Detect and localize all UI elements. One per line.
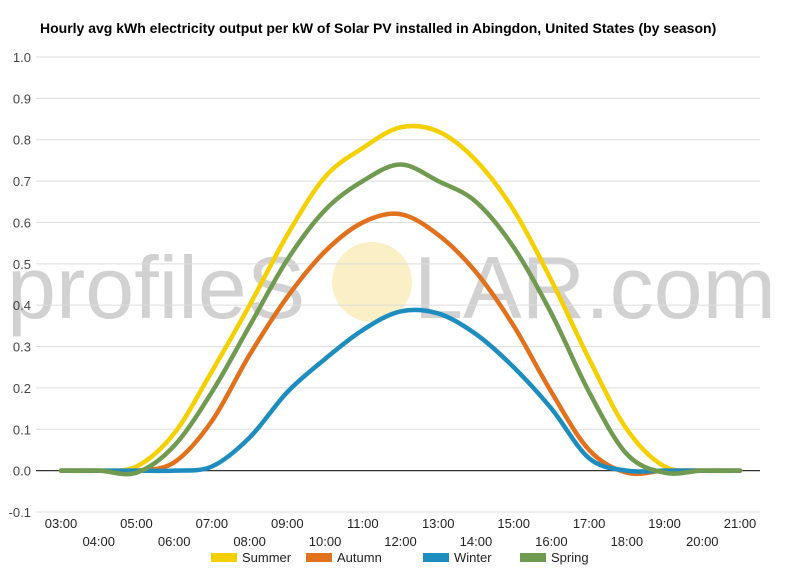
x-tick-label: 21:00: [724, 516, 757, 531]
legend-label-spring: Spring: [551, 550, 589, 565]
y-tick-label: 0.1: [13, 422, 31, 437]
x-tick-label: 08:00: [233, 534, 266, 549]
x-tick-label: 12:00: [384, 534, 417, 549]
watermark-text-right: LAR.com: [414, 238, 776, 337]
grid-layer: [36, 56, 760, 513]
y-tick-label: 0.9: [13, 91, 31, 106]
watermark-sun-icon: [332, 242, 412, 322]
x-tick-label: 03:00: [45, 516, 78, 531]
x-tick-label: 20:00: [686, 534, 719, 549]
y-tick-label: -0.1: [9, 505, 31, 520]
watermark: profileS LAR.com: [7, 238, 776, 337]
y-axis-ticks: -0.1 0.0 0.1 0.2 0.3 0.4 0.5 0.6 0.7 0.8 0.9 1.0: [9, 50, 31, 520]
x-axis-ticks: 03:00 04:00 05:00 06:00 07:00 08:00 09:00 10:00…: [45, 516, 757, 549]
y-tick-label: 0.6: [13, 215, 31, 230]
chart-title: Hourly avg kWh electricity output per kW…: [40, 20, 716, 36]
legend-swatch-autumn: [306, 553, 332, 562]
legend-label-winter: Winter: [454, 550, 492, 565]
x-tick-label: 19:00: [648, 516, 681, 531]
y-tick-label: 0.3: [13, 340, 31, 355]
x-tick-label: 14:00: [460, 534, 493, 549]
x-tick-label: 16:00: [535, 534, 568, 549]
legend: Summer Autumn Winter Spring: [211, 550, 589, 565]
legend-label-summer: Summer: [242, 550, 292, 565]
watermark-text-left: profileS: [7, 238, 305, 337]
y-tick-label: 0.8: [13, 133, 31, 148]
x-tick-label: 17:00: [573, 516, 606, 531]
legend-swatch-spring: [520, 553, 546, 562]
x-tick-label: 04:00: [82, 534, 115, 549]
x-tick-label: 11:00: [347, 516, 379, 531]
y-tick-label: 0.0: [13, 464, 31, 479]
x-tick-label: 15:00: [497, 516, 530, 531]
x-tick-label: 13:00: [422, 516, 455, 531]
legend-label-autumn: Autumn: [337, 550, 382, 565]
y-tick-label: 0.7: [13, 174, 31, 189]
y-tick-label: 0.4: [13, 298, 31, 313]
x-tick-label: 10:00: [309, 534, 342, 549]
series-line-winter: [58, 307, 743, 474]
x-tick-label: 06:00: [158, 534, 191, 549]
y-tick-label: 0.2: [13, 381, 31, 396]
x-tick-label: 05:00: [120, 516, 153, 531]
series-line-summer: [58, 123, 743, 474]
x-tick-label: 09:00: [271, 516, 304, 531]
x-tick-label: 07:00: [196, 516, 229, 531]
y-tick-label: 0.5: [13, 257, 31, 272]
series-line-spring: [58, 162, 743, 477]
x-tick-label: 18:00: [611, 534, 644, 549]
series-layer: [58, 123, 743, 477]
legend-swatch-summer: [211, 553, 237, 562]
y-tick-label: 1.0: [13, 50, 31, 65]
legend-swatch-winter: [423, 553, 449, 562]
